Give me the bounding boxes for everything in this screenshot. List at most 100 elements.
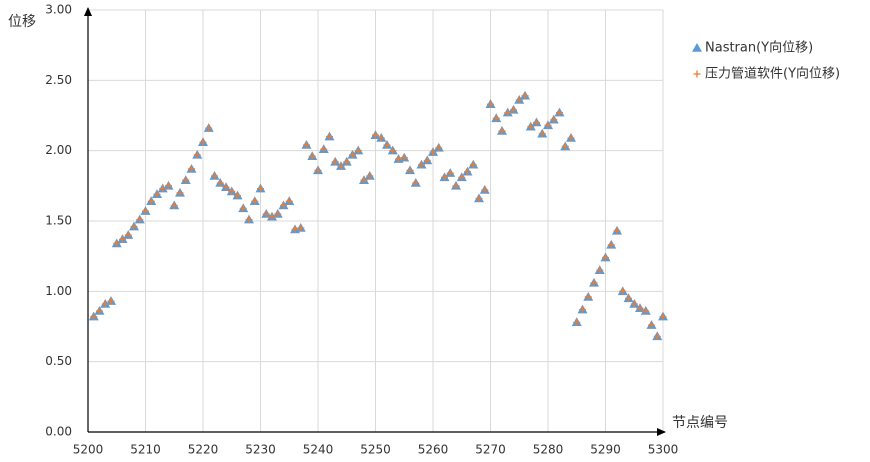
x-tick-label: 5250 [360,443,391,457]
point [245,216,253,224]
y-tick-label: 0.50 [45,354,72,368]
point [366,172,374,180]
point [130,223,138,231]
point [222,183,230,191]
point [544,121,552,129]
point [193,151,201,159]
point [556,109,563,117]
point [446,169,454,177]
point [96,307,103,315]
point [320,145,328,153]
point [481,186,489,194]
x-tick-label: 5290 [590,443,621,457]
point [573,318,581,326]
point [550,116,558,124]
point [561,142,569,150]
y-tick-label: 2.00 [45,143,72,157]
point [533,119,540,127]
point [383,141,391,149]
y-tick-label: 1.50 [45,214,72,228]
point [303,141,310,149]
point [510,106,517,114]
point [360,176,368,184]
point [257,185,264,193]
x-axis-label: 节点编号 [672,415,728,431]
point [429,148,437,156]
point [331,158,339,166]
point [326,133,333,141]
point [354,147,362,155]
point [423,157,431,165]
point [285,197,293,205]
point [239,204,247,212]
x-tick-label: 5220 [188,443,219,457]
point [464,168,471,176]
point [492,114,500,122]
point [182,176,190,184]
point [521,92,529,100]
point [124,231,132,239]
point [642,307,650,315]
point [469,161,477,169]
x-axis-arrow [657,428,666,436]
x-tick-label: 5300 [648,443,679,457]
point [458,173,466,181]
point [653,332,661,340]
point [159,185,167,193]
point [648,321,655,329]
x-tick-label: 5270 [475,443,506,457]
x-tick-label: 5280 [533,443,564,457]
point [291,225,299,233]
point [211,172,218,180]
point [567,134,575,142]
point [389,147,397,155]
legend-label: 压力管道软件(Y向位移) [705,66,840,82]
point [475,194,483,202]
y-axis-label: 位移 [8,14,36,30]
y-axis-arrow [84,7,92,16]
point [377,134,385,142]
point [636,304,644,312]
legend-marker [692,43,702,52]
y-tick-label: 3.00 [45,3,72,17]
point [619,287,627,295]
point [613,227,621,235]
point [349,151,356,159]
point [400,154,408,162]
point [274,210,282,218]
point [314,166,322,174]
point [188,165,195,173]
point [297,224,305,232]
point [418,161,425,169]
x-tick-label: 5260 [418,443,449,457]
point [308,152,316,160]
legend-label: Nastran(Y向位移) [705,40,813,56]
point [343,158,351,166]
point [435,144,443,152]
point [268,213,276,221]
x-tick-label: 5210 [130,443,161,457]
point [607,241,615,249]
point [452,182,460,190]
point [251,197,259,205]
point [527,123,535,131]
point [590,279,598,287]
x-tick-label: 5200 [73,443,104,457]
point [584,293,592,301]
point [199,138,207,146]
point [90,313,98,321]
point [101,300,109,308]
point [142,207,149,215]
y-tick-label: 0.00 [45,425,72,439]
point [659,313,667,321]
point [596,266,604,274]
point [372,131,379,139]
point [107,297,115,305]
point [153,190,161,198]
point [113,240,121,248]
point [216,179,224,187]
point [395,155,402,163]
point [441,173,448,181]
point [504,109,512,117]
